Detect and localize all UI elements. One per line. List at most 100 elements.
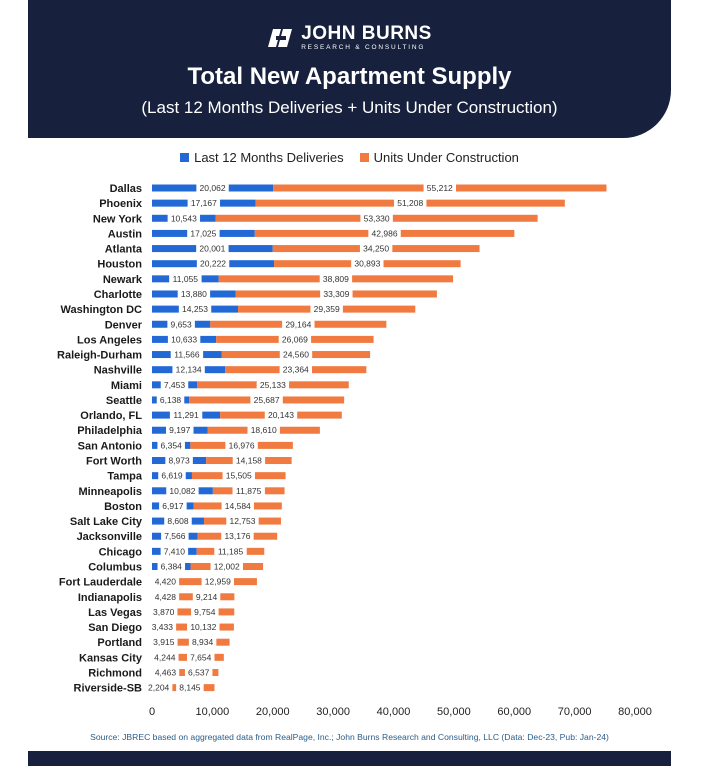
- value-label-under-construction: 29,359: [314, 304, 340, 314]
- value-label-bg: [157, 561, 186, 572]
- value-label-bg: [196, 243, 229, 254]
- value-label-bg: [359, 243, 393, 254]
- value-label-bg: [177, 288, 211, 299]
- value-label-bg: [178, 304, 212, 315]
- value-label-bg: [201, 576, 235, 587]
- chart-legend: Last 12 Months Deliveries Units Under Co…: [28, 148, 671, 166]
- value-label-deliveries: 10,543: [171, 213, 197, 223]
- value-label-bg: [186, 652, 215, 663]
- value-label-under-construction: 13,176: [224, 531, 250, 541]
- value-label-bg: [250, 394, 283, 405]
- value-label-bg: [151, 576, 180, 587]
- value-label-bg: [278, 334, 312, 345]
- value-label-deliveries: 20,062: [200, 183, 226, 193]
- value-label-under-construction: 42,986: [372, 228, 398, 238]
- value-label-under-construction: 12,959: [205, 577, 231, 587]
- infographic: JOHN BURNS RESEARCH & CONSULTING Total N…: [28, 0, 671, 766]
- value-label-bg: [351, 258, 384, 269]
- value-label-bg: [196, 183, 229, 193]
- value-label-deliveries: 4,244: [154, 652, 176, 662]
- value-label-bg: [166, 485, 199, 496]
- value-label-deliveries: 10,082: [169, 486, 195, 496]
- category-label: Boston: [104, 501, 142, 513]
- value-label-deliveries: 8,973: [168, 456, 190, 466]
- category-label: Portland: [97, 637, 142, 649]
- category-label: Riverside-SB: [74, 683, 143, 695]
- category-label: Fort Lauderdale: [59, 577, 142, 589]
- value-label-under-construction: 38,809: [323, 274, 349, 284]
- value-label-under-construction: 51,208: [397, 198, 423, 208]
- value-label-deliveries: 6,917: [162, 501, 184, 511]
- value-label-under-construction: 8,145: [179, 683, 201, 693]
- value-label-deliveries: 20,222: [200, 259, 226, 269]
- value-label-deliveries: 4,463: [155, 667, 177, 677]
- legend-item-under-construction: Units Under Construction: [359, 150, 519, 165]
- value-label-bg: [214, 546, 247, 557]
- value-label-under-construction: 12,002: [214, 562, 240, 572]
- value-label-deliveries: 11,291: [173, 410, 199, 420]
- value-label-under-construction: 23,364: [283, 365, 309, 375]
- value-label-bg: [161, 531, 189, 542]
- value-label-under-construction: 14,584: [225, 501, 251, 511]
- value-label-bg: [256, 379, 290, 390]
- legend-swatch-under-construction: [359, 152, 369, 162]
- category-label: Nashville: [94, 365, 142, 377]
- category-label: Jacksonville: [77, 531, 142, 543]
- brand-logo: JOHN BURNS RESEARCH & CONSULTING: [28, 22, 671, 54]
- value-label-bg: [187, 622, 220, 633]
- value-label-bg: [226, 516, 259, 527]
- value-label-under-construction: 11,875: [236, 486, 262, 496]
- category-label: New York: [93, 213, 143, 225]
- value-label-deliveries: 7,453: [164, 380, 186, 390]
- value-label-bg: [169, 410, 203, 421]
- value-label-bg: [394, 198, 427, 209]
- value-label-deliveries: 8,608: [167, 516, 189, 526]
- value-label-under-construction: 24,560: [283, 350, 309, 360]
- category-label: Minneapolis: [78, 486, 142, 498]
- value-label-under-construction: 9,214: [196, 592, 218, 602]
- legend-swatch-deliveries: [180, 152, 190, 162]
- value-label-deliveries: 6,354: [161, 440, 183, 450]
- value-label-bg: [264, 410, 298, 421]
- value-label-deliveries: 6,138: [160, 395, 182, 405]
- category-label: Fort Worth: [86, 456, 142, 468]
- value-label-bg: [176, 682, 204, 693]
- value-label-bg: [187, 228, 220, 239]
- value-label-deliveries: 3,870: [153, 607, 175, 617]
- value-label-under-construction: 20,143: [268, 410, 294, 420]
- value-label-bg: [156, 394, 185, 405]
- value-label-bg: [160, 379, 189, 390]
- value-label-under-construction: 15,505: [226, 471, 252, 481]
- value-label-bg: [360, 213, 393, 224]
- category-label: Los Angeles: [77, 334, 142, 346]
- value-label-bg: [279, 349, 313, 360]
- value-label-under-construction: 29,164: [285, 319, 311, 329]
- x-tick-label: 80,000: [618, 706, 652, 718]
- value-label-bg: [310, 304, 343, 315]
- value-label-under-construction: 55,212: [427, 183, 453, 193]
- category-label: Dallas: [110, 183, 142, 195]
- value-label-deliveries: 17,025: [190, 228, 216, 238]
- value-label-bg: [368, 228, 401, 239]
- value-label-bg: [221, 531, 254, 542]
- source-note: Source: JBREC based on aggregated data f…: [90, 732, 609, 742]
- value-label-bg: [169, 273, 202, 284]
- value-label-bg: [320, 288, 353, 299]
- chart-subtitle: (Last 12 Months Deliveries + Units Under…: [141, 98, 558, 117]
- value-label-bg: [232, 485, 265, 496]
- value-label-deliveries: 6,619: [161, 471, 183, 481]
- value-label-bg: [319, 273, 353, 284]
- category-label: Miami: [111, 380, 142, 392]
- value-label-under-construction: 25,687: [254, 395, 280, 405]
- value-label-bg: [166, 425, 194, 436]
- value-label-deliveries: 13,880: [181, 289, 207, 299]
- value-label-deliveries: 4,420: [155, 577, 177, 587]
- value-label-deliveries: 7,566: [164, 531, 186, 541]
- value-label-deliveries: 3,433: [152, 622, 174, 632]
- value-label-deliveries: 6,384: [161, 562, 183, 572]
- value-label-deliveries: 4,428: [155, 592, 177, 602]
- value-label-bg: [192, 591, 221, 602]
- category-label: Indianapolis: [78, 592, 142, 604]
- value-label-under-construction: 53,330: [364, 213, 390, 223]
- x-tick-label: 30,000: [316, 706, 350, 718]
